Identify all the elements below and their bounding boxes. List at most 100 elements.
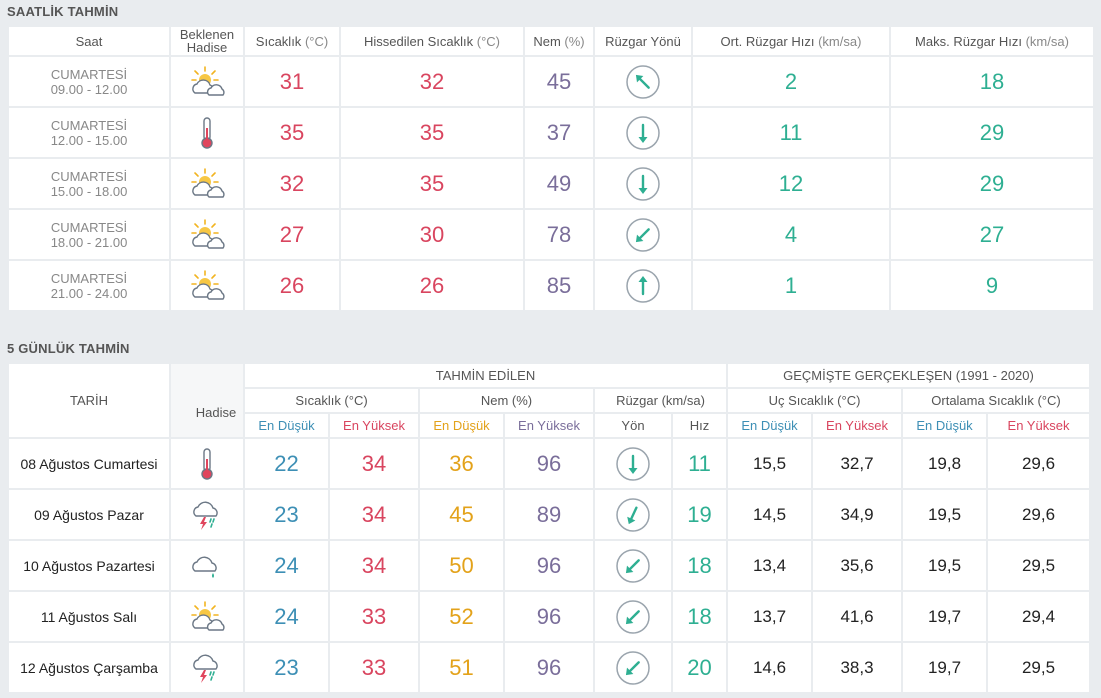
- temp-high-value: 34: [330, 541, 418, 590]
- extreme-high-value: 32,7: [813, 439, 901, 488]
- header-wind-dir: Rüzgar Yönü: [595, 27, 691, 55]
- time-range: 12.00 - 15.00: [50, 132, 128, 148]
- temp-high-value: 33: [330, 592, 418, 641]
- header-max-wind-unit: (km/sa): [1025, 33, 1069, 49]
- header-forecast-group: TAHMİN EDİLEN: [245, 364, 726, 387]
- feels-like-value: 32: [341, 57, 523, 106]
- wind-direction-cell: [595, 159, 691, 208]
- temp-low-value: 23: [245, 643, 328, 692]
- header-event: Beklenen Hadise: [171, 27, 243, 55]
- extreme-low-value: 14,5: [728, 490, 811, 539]
- header-temp-low: En Düşük: [245, 414, 328, 437]
- event-cell: [171, 592, 243, 641]
- header-history-group: GEÇMİŞTE GERÇEKLEŞEN (1991 - 2020): [728, 364, 1089, 387]
- avg-low-value: 19,7: [903, 643, 986, 692]
- temp-value: 27: [245, 210, 339, 259]
- header-temp-high: En Yüksek: [330, 414, 418, 437]
- header-max-wind-label: Maks. Rüzgar Hızı: [915, 33, 1022, 49]
- wind-arrow-icon: [595, 166, 691, 202]
- wind-direction-cell: [595, 261, 691, 310]
- avg-wind-value: 1: [693, 261, 889, 310]
- time-day: CUMARTESİ: [50, 270, 128, 286]
- humidity-high-value: 89: [505, 490, 593, 539]
- table-row: 11 Ağustos Salı 24 33 52 96 18 13,7 41,6 19,7 29,…: [9, 592, 1089, 641]
- daily-title: 5 GÜNLÜK TAHMİN: [7, 341, 130, 356]
- temp-value: 26: [245, 261, 339, 310]
- event-cell: [171, 261, 243, 310]
- avg-low-value: 19,5: [903, 490, 986, 539]
- avg-wind-value: 4: [693, 210, 889, 259]
- avg-high-value: 29,5: [988, 643, 1089, 692]
- date-cell: 10 Ağustos Pazartesi: [9, 541, 169, 590]
- humidity-high-value: 96: [505, 592, 593, 641]
- max-wind-value: 29: [891, 159, 1093, 208]
- event-cell: [171, 439, 243, 488]
- header-feels-label: Hissedilen Sıcaklık: [364, 33, 474, 49]
- wind-arrow-icon: [595, 599, 671, 635]
- wind-direction-cell: [595, 210, 691, 259]
- wind-arrow-icon: [595, 217, 691, 253]
- time-range: 18.00 - 21.00: [50, 234, 128, 250]
- time-cell: CUMARTESİ 15.00 - 18.00: [9, 159, 169, 208]
- extreme-high-value: 34,9: [813, 490, 901, 539]
- humidity-low-value: 36: [420, 439, 503, 488]
- event-cell: [171, 643, 243, 692]
- extreme-low-value: 13,4: [728, 541, 811, 590]
- table-row: 09 Ağustos Pazar 23 34 45 89 19 14,5 34,9 19,5 29…: [9, 490, 1089, 539]
- extreme-high-value: 41,6: [813, 592, 901, 641]
- date-cell: 09 Ağustos Pazar: [9, 490, 169, 539]
- humidity-low-value: 45: [420, 490, 503, 539]
- table-row: CUMARTESİ 15.00 - 18.00 32 35 49 12 29: [9, 159, 1093, 208]
- header-feels-unit: (°C): [476, 33, 500, 49]
- avg-wind-value: 12: [693, 159, 889, 208]
- humidity-high-value: 96: [505, 541, 593, 590]
- header-daily-event-spacer: [171, 364, 243, 437]
- hourly-table: Saat Beklenen Hadise Sıcaklık (°C) Hisse…: [7, 25, 1095, 312]
- time-cell: CUMARTESİ 09.00 - 12.00: [9, 57, 169, 106]
- avg-wind-value: 11: [693, 108, 889, 157]
- table-row: CUMARTESİ 09.00 - 12.00 31 32 45 2 18: [9, 57, 1093, 106]
- max-wind-value: 9: [891, 261, 1093, 310]
- time-range: 21.00 - 24.00: [50, 285, 128, 301]
- time-day: CUMARTESİ: [50, 168, 128, 184]
- header-avg-low: En Düşük: [903, 414, 986, 437]
- time-cell: CUMARTESİ 18.00 - 21.00: [9, 210, 169, 259]
- thunderstorm-icon: [171, 498, 243, 532]
- header-daily-temp: Sıcaklık (°C): [245, 389, 418, 412]
- feels-like-value: 26: [341, 261, 523, 310]
- date-cell: 12 Ağustos Çarşamba: [9, 643, 169, 692]
- header-daily-wind: Rüzgar (km/sa): [595, 389, 726, 412]
- header-humidity-label: Nem: [533, 33, 561, 49]
- humidity-high-value: 96: [505, 643, 593, 692]
- wind-speed-value: 18: [673, 541, 726, 590]
- event-cell: [171, 57, 243, 106]
- header-humidity-unit: (%): [564, 33, 585, 49]
- extreme-low-value: 14,6: [728, 643, 811, 692]
- temp-low-value: 24: [245, 592, 328, 641]
- hourly-title: SAATLİK TAHMİN: [7, 4, 119, 19]
- humidity-low-value: 52: [420, 592, 503, 641]
- feels-like-value: 35: [341, 159, 523, 208]
- temp-high-value: 34: [330, 490, 418, 539]
- wind-direction-cell: [595, 108, 691, 157]
- temp-low-value: 24: [245, 541, 328, 590]
- temp-high-value: 34: [330, 439, 418, 488]
- partly-cloudy-icon: [171, 269, 243, 303]
- temp-value: 31: [245, 57, 339, 106]
- event-cell: [171, 490, 243, 539]
- max-wind-value: 29: [891, 108, 1093, 157]
- wind-arrow-icon: [595, 268, 691, 304]
- header-avg-high: En Yüksek: [988, 414, 1089, 437]
- partly-cloudy-icon: [171, 167, 243, 201]
- header-extreme-temp: Uç Sıcaklık (°C): [728, 389, 901, 412]
- table-row: 08 Ağustos Cumartesi 22 34 36 96 11 15,5 32,7 19…: [9, 439, 1089, 488]
- header-humidity-low: En Düşük: [420, 414, 503, 437]
- humidity-value: 85: [525, 261, 593, 310]
- wind-direction-cell: [595, 643, 671, 692]
- date-cell: 11 Ağustos Salı: [9, 592, 169, 641]
- wind-speed-value: 19: [673, 490, 726, 539]
- extreme-high-value: 35,6: [813, 541, 901, 590]
- event-cell: [171, 210, 243, 259]
- avg-low-value: 19,5: [903, 541, 986, 590]
- humidity-value: 37: [525, 108, 593, 157]
